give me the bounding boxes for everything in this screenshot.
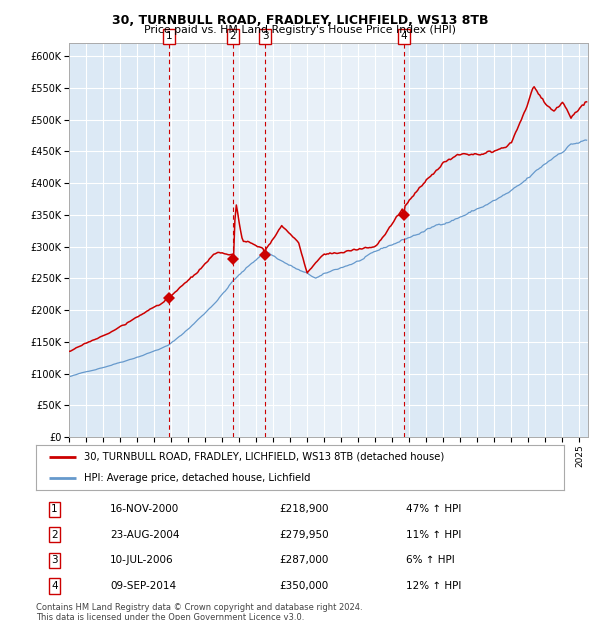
Text: £279,950: £279,950 [279, 530, 329, 540]
Text: 30, TURNBULL ROAD, FRADLEY, LICHFIELD, WS13 8TB (detached house): 30, TURNBULL ROAD, FRADLEY, LICHFIELD, W… [83, 452, 444, 462]
Text: 6% ↑ HPI: 6% ↑ HPI [406, 556, 454, 565]
Text: 30, TURNBULL ROAD, FRADLEY, LICHFIELD, WS13 8TB: 30, TURNBULL ROAD, FRADLEY, LICHFIELD, W… [112, 14, 488, 27]
Text: 2: 2 [230, 32, 236, 42]
Text: 47% ↑ HPI: 47% ↑ HPI [406, 504, 461, 515]
Text: £218,900: £218,900 [279, 504, 328, 515]
Text: 2: 2 [51, 530, 58, 540]
Text: Price paid vs. HM Land Registry's House Price Index (HPI): Price paid vs. HM Land Registry's House … [144, 25, 456, 35]
Text: 1: 1 [166, 32, 172, 42]
Text: Contains HM Land Registry data © Crown copyright and database right 2024.
This d: Contains HM Land Registry data © Crown c… [36, 603, 362, 620]
Text: 16-NOV-2000: 16-NOV-2000 [110, 504, 179, 515]
Text: 09-SEP-2014: 09-SEP-2014 [110, 581, 176, 591]
Text: 3: 3 [51, 556, 58, 565]
Text: £287,000: £287,000 [279, 556, 328, 565]
Text: 23-AUG-2004: 23-AUG-2004 [110, 530, 179, 540]
Text: HPI: Average price, detached house, Lichfield: HPI: Average price, detached house, Lich… [83, 472, 310, 482]
Text: 10-JUL-2006: 10-JUL-2006 [110, 556, 173, 565]
Text: 3: 3 [262, 32, 269, 42]
Text: 4: 4 [401, 32, 407, 42]
Bar [169, 43, 404, 437]
Text: £350,000: £350,000 [279, 581, 328, 591]
Text: 4: 4 [51, 581, 58, 591]
Text: 11% ↑ HPI: 11% ↑ HPI [406, 530, 461, 540]
Text: 12% ↑ HPI: 12% ↑ HPI [406, 581, 461, 591]
Text: 1: 1 [51, 504, 58, 515]
